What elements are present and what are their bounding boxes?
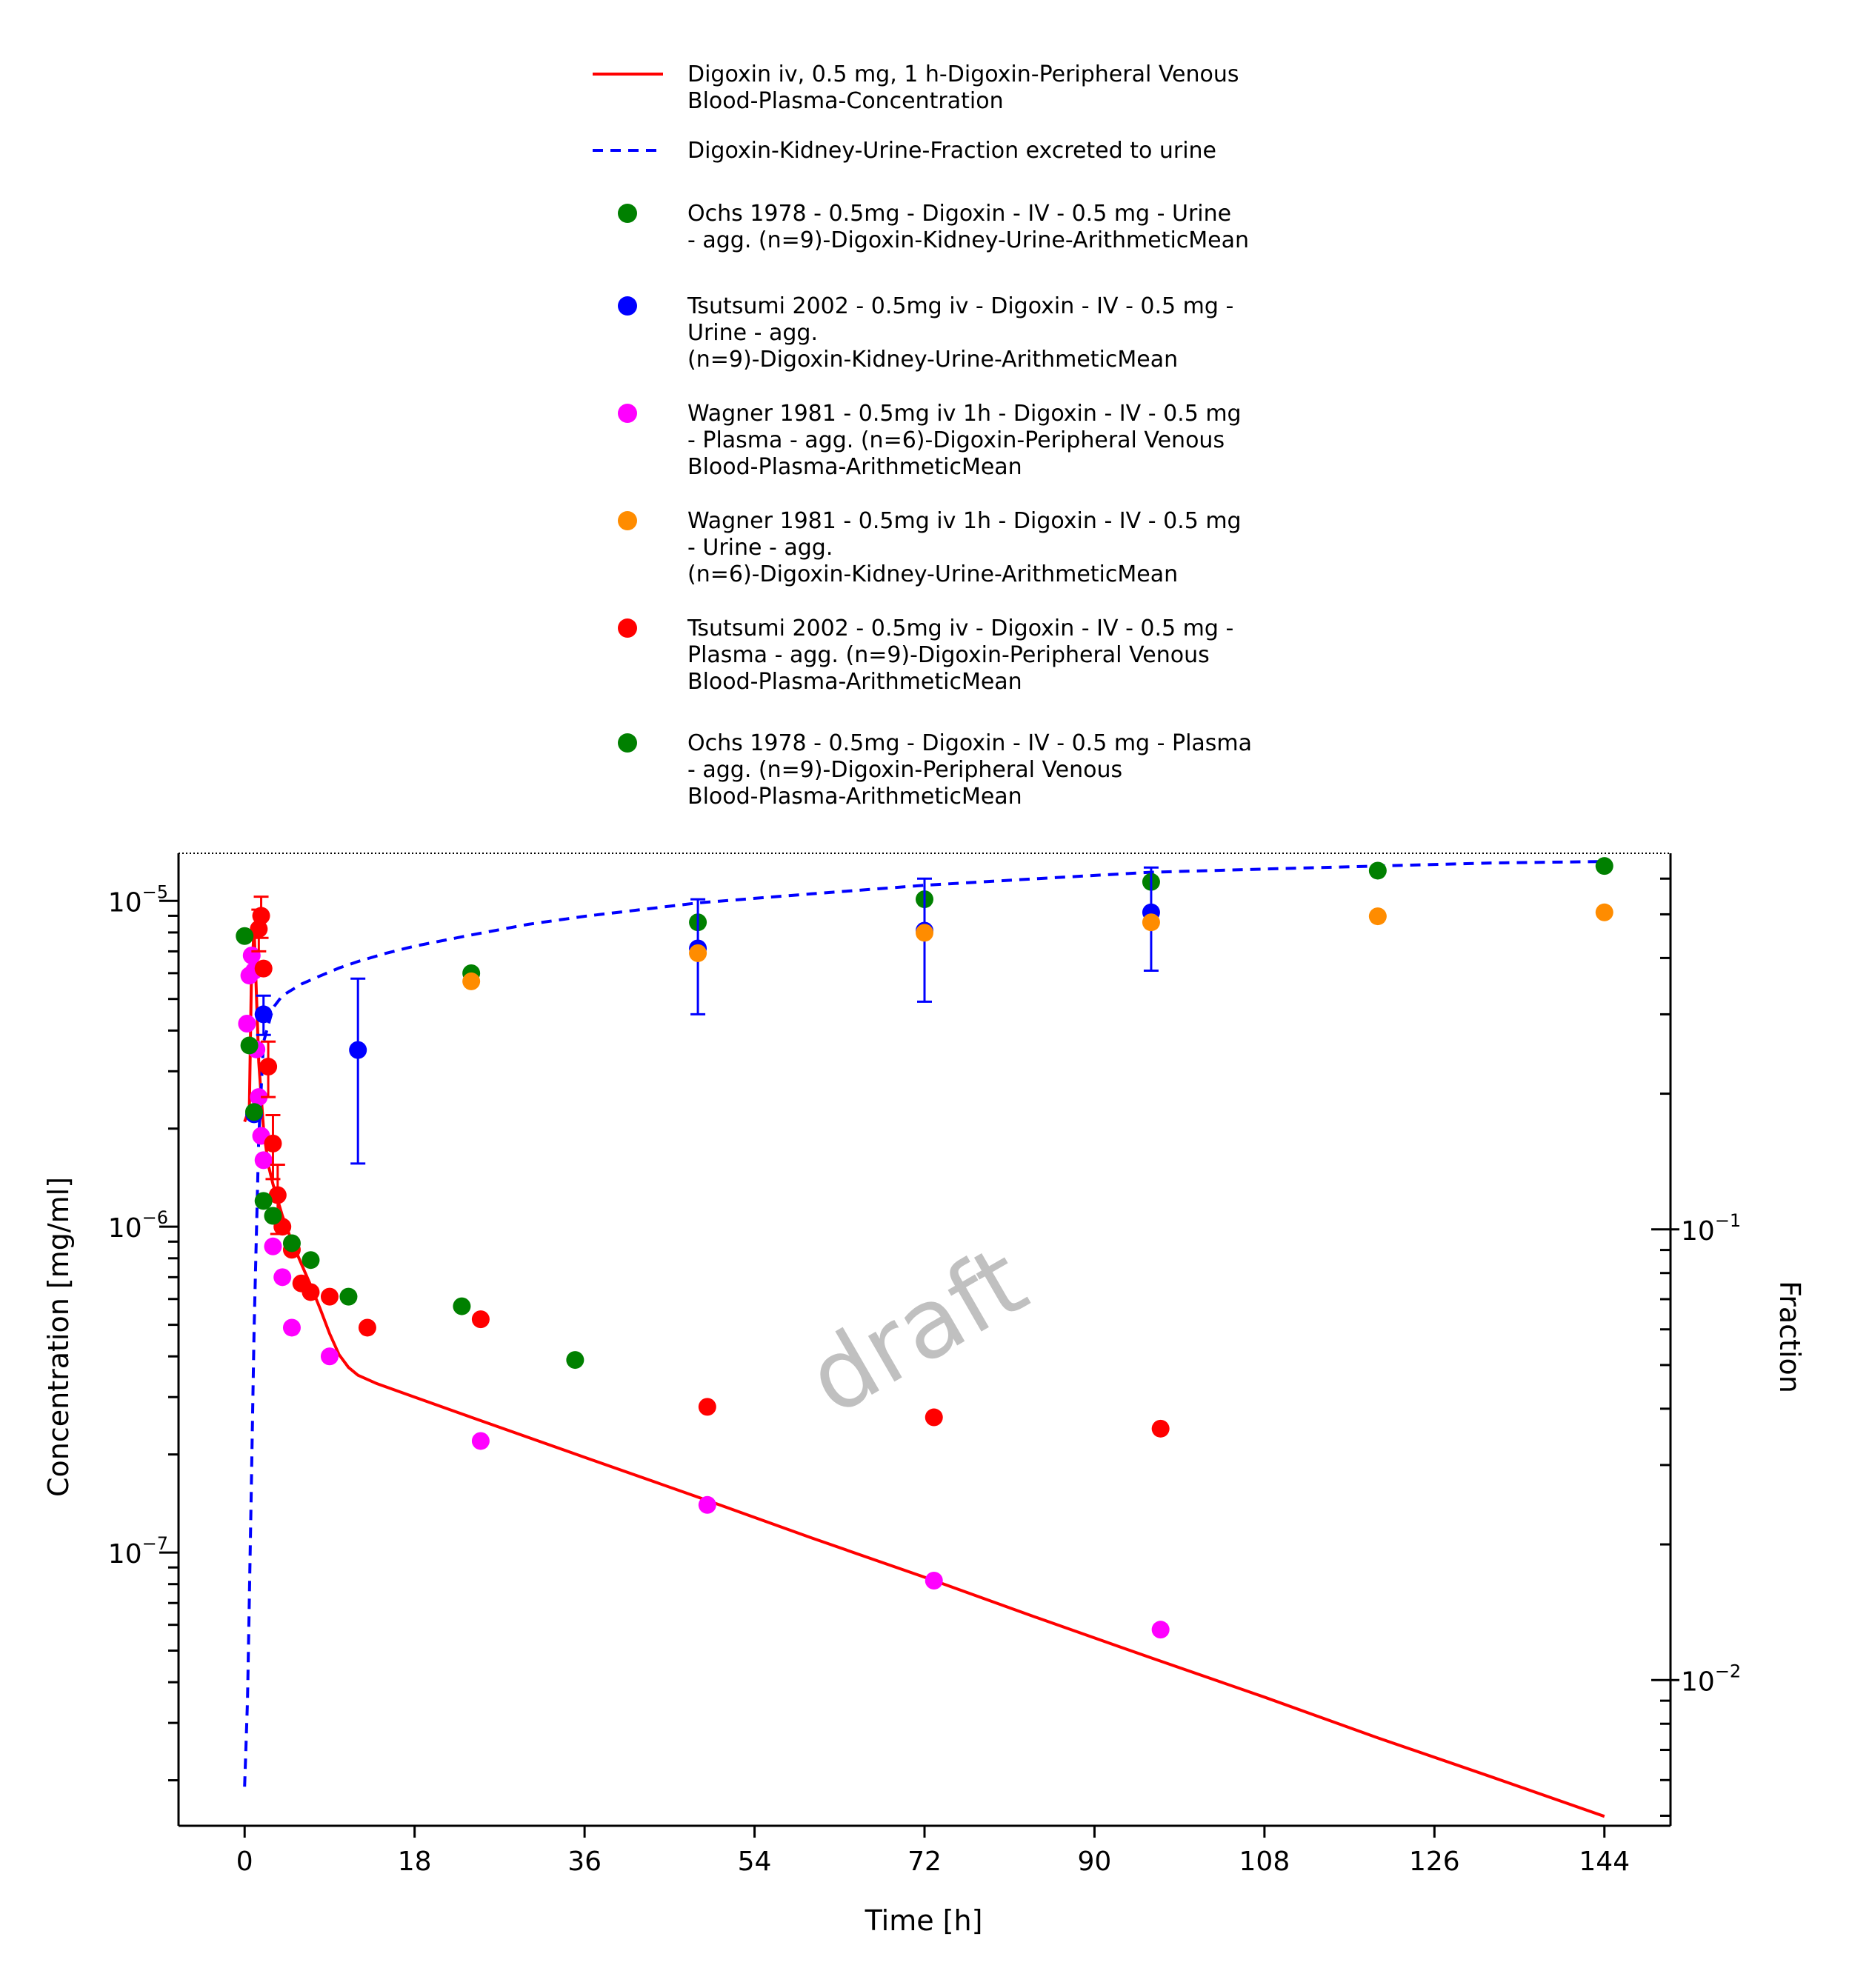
y-tick-label: 10−5 xyxy=(108,881,168,918)
data-point-5 xyxy=(462,972,481,990)
x-tick-label: 0 xyxy=(236,1847,253,1877)
legend-label: Wagner 1981 - 0.5mg iv 1h - Digoxin - IV… xyxy=(687,401,1242,480)
legend-label: Digoxin-Kidney-Urine-Fraction excreted t… xyxy=(687,138,1216,164)
legend-marker-swatch xyxy=(618,404,637,423)
x-axis-title: Time [h] xyxy=(865,1904,983,1937)
data-point-6 xyxy=(259,1058,278,1076)
data-point-5 xyxy=(916,924,933,942)
data-point-4 xyxy=(264,1237,282,1255)
legend-marker-swatch xyxy=(618,618,637,638)
data-point-4 xyxy=(254,1151,273,1170)
data-point-6 xyxy=(1151,1419,1170,1438)
legend-label: Ochs 1978 - 0.5mg - Digoxin - IV - 0.5 m… xyxy=(687,201,1249,253)
x-tick-label: 36 xyxy=(567,1847,602,1877)
legend-label: Tsutsumi 2002 - 0.5mg iv - Digoxin - IV … xyxy=(687,616,1233,695)
legend-label: Tsutsumi 2002 - 0.5mg iv - Digoxin - IV … xyxy=(687,293,1233,373)
data-point-5 xyxy=(1142,913,1160,932)
data-point-2 xyxy=(1368,861,1387,880)
legend-label: Digoxin iv, 0.5 mg, 1 h-Digoxin-Peripher… xyxy=(687,61,1239,114)
data-point-7 xyxy=(302,1251,320,1270)
y-tick-label: 10−1 xyxy=(1681,1210,1741,1247)
data-point-6 xyxy=(264,1134,282,1153)
y-axis-left: 10−5 10−6 10−7 xyxy=(108,881,179,1782)
data-point-4 xyxy=(698,1495,716,1514)
data-point-5 xyxy=(689,944,707,962)
watermark-text: draft xyxy=(789,1224,1045,1437)
series-line-0 xyxy=(243,927,1605,1818)
x-tick-label: 72 xyxy=(907,1847,942,1877)
x-tick-label: 126 xyxy=(1409,1847,1460,1877)
legend-marker-swatch xyxy=(618,296,637,316)
data-point-7 xyxy=(339,1287,358,1306)
data-point-2 xyxy=(1595,857,1613,875)
data-point-3 xyxy=(254,1005,273,1024)
data-point-7 xyxy=(254,1192,273,1210)
data-layer xyxy=(236,857,1613,1818)
legend-marker-swatch xyxy=(618,204,637,223)
data-point-6 xyxy=(471,1310,490,1329)
data-point-7 xyxy=(453,1297,471,1315)
data-point-6 xyxy=(252,907,270,925)
x-axis: 0 18 36 54 72 90 108 126 144 xyxy=(236,1826,1630,1877)
y-tick-label: 10−2 xyxy=(1681,1661,1741,1697)
y-axis-right: 10−1 10−2 xyxy=(1651,877,1741,1817)
data-point-7 xyxy=(282,1234,301,1252)
data-point-3 xyxy=(349,1041,367,1059)
x-tick-label: 144 xyxy=(1579,1847,1630,1877)
data-point-7 xyxy=(566,1351,584,1370)
x-tick-label: 18 xyxy=(398,1847,432,1877)
legend-label: Ochs 1978 - 0.5mg - Digoxin - IV - 0.5 m… xyxy=(687,730,1252,810)
data-point-6 xyxy=(250,920,268,938)
data-point-4 xyxy=(925,1571,943,1590)
x-tick-label: 54 xyxy=(738,1847,772,1877)
data-point-6 xyxy=(302,1283,320,1301)
data-point-6 xyxy=(925,1408,943,1427)
y-tick-label: 10−6 xyxy=(108,1207,168,1244)
data-point-4 xyxy=(238,1015,256,1033)
data-point-6 xyxy=(358,1318,376,1337)
legend-marker-swatch xyxy=(618,511,637,530)
y-tick-label: 10−7 xyxy=(108,1533,168,1570)
data-point-6 xyxy=(698,1398,716,1416)
data-point-4 xyxy=(1151,1621,1170,1639)
data-point-7 xyxy=(244,1103,263,1121)
data-point-4 xyxy=(471,1432,490,1450)
data-point-4 xyxy=(320,1347,339,1366)
data-point-4 xyxy=(282,1318,301,1337)
data-point-4 xyxy=(273,1268,292,1287)
data-point-6 xyxy=(254,959,273,978)
legend-marker-swatch xyxy=(618,733,637,753)
data-point-5 xyxy=(1368,907,1387,926)
data-point-6 xyxy=(320,1287,339,1306)
data-point-5 xyxy=(1595,903,1613,921)
data-point-7 xyxy=(236,927,254,945)
series-line-1 xyxy=(243,860,1605,1787)
data-point-7 xyxy=(240,1036,259,1055)
legend-label: Wagner 1981 - 0.5mg iv 1h - Digoxin - IV… xyxy=(687,508,1242,587)
y2-axis-title: Fraction xyxy=(1773,1281,1806,1393)
legend: Digoxin iv, 0.5 mg, 1 h-Digoxin-Peripher… xyxy=(593,61,1252,810)
y-axis-title: Concentration [mg/ml] xyxy=(42,1177,75,1497)
data-point-6 xyxy=(268,1186,287,1204)
data-point-7 xyxy=(264,1207,282,1225)
x-tick-label: 90 xyxy=(1078,1847,1112,1877)
data-point-4 xyxy=(250,1088,268,1107)
x-tick-label: 108 xyxy=(1239,1847,1290,1877)
